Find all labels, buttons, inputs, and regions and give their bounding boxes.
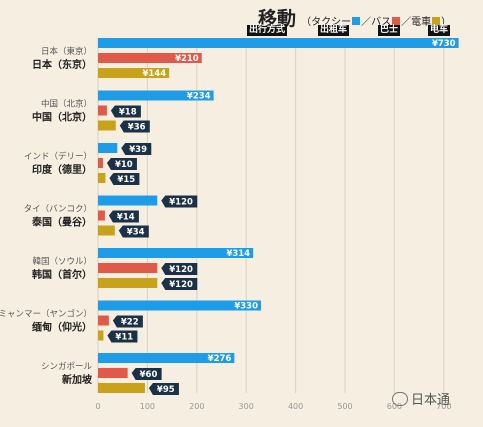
x-tick-label: 300	[239, 402, 254, 411]
title-bus: ／バス	[361, 17, 392, 28]
bar	[98, 38, 459, 48]
data-label: ¥314	[226, 249, 250, 259]
category-label-cn: 日本（东京）	[32, 58, 92, 71]
bar	[98, 143, 118, 153]
data-label: ¥120	[169, 280, 193, 290]
data-label: ¥60	[140, 370, 158, 380]
category-label-ja: 中国（北京）	[41, 99, 92, 110]
data-label: ¥34	[127, 228, 145, 238]
category-label-cn: 韩国（首尔）	[32, 268, 92, 281]
data-label-tag	[161, 263, 198, 275]
data-label: ¥11	[115, 333, 133, 343]
bar	[98, 120, 116, 131]
category-label-cn: 中国（北京）	[32, 111, 92, 124]
data-label-tag	[107, 330, 138, 343]
bar	[98, 383, 145, 393]
cn-train-tag: 电车	[428, 25, 451, 36]
data-label: ¥14	[117, 213, 135, 223]
bar	[98, 195, 158, 206]
data-label-tag	[109, 173, 140, 185]
x-tick-label: 100	[140, 402, 155, 411]
title-main: 移動	[258, 8, 297, 30]
bar	[98, 173, 106, 183]
data-label-tag	[108, 210, 139, 223]
bar	[98, 278, 158, 288]
data-label: ¥39	[129, 145, 147, 155]
bar	[98, 158, 103, 168]
bar	[98, 210, 105, 221]
category-label-ja: インド（デリー）	[24, 151, 92, 162]
bar	[98, 263, 158, 273]
watermark: 日本通	[392, 389, 450, 408]
bar	[98, 353, 235, 363]
data-label: ¥330	[234, 302, 258, 312]
data-label: ¥15	[117, 175, 135, 185]
bar	[98, 68, 170, 78]
bar	[98, 225, 115, 236]
data-label: ¥120	[169, 265, 193, 275]
data-label: ¥95	[157, 385, 175, 395]
data-label: ¥234	[187, 92, 211, 102]
x-tick-label: 0	[95, 402, 100, 411]
title-train: ／電車	[401, 17, 432, 28]
bar	[98, 53, 202, 63]
legend-train-swatch	[432, 17, 441, 25]
data-label: ¥144	[142, 69, 166, 79]
category-label-ja: 韓国（ソウル）	[32, 256, 92, 267]
data-label-tag	[106, 158, 137, 170]
data-label: ¥120	[169, 198, 193, 208]
bar	[98, 90, 214, 101]
title-taxi: （タクシー	[301, 17, 352, 28]
bar	[98, 248, 254, 258]
data-label-tag	[110, 105, 141, 118]
data-label: ¥210	[175, 54, 199, 64]
category-label-cn: 泰国（曼谷）	[31, 216, 92, 229]
cn-taxi-tag: 出租车	[318, 25, 350, 36]
data-label-tag	[161, 195, 198, 208]
category-label-ja: ミャンマー（ヤンゴン）	[0, 309, 92, 320]
category-label-cn: 新加坡	[62, 373, 93, 386]
data-label: ¥22	[121, 318, 139, 328]
bar	[98, 300, 262, 311]
data-label: ¥18	[119, 108, 137, 118]
category-label-ja: 日本（東京）	[41, 46, 92, 57]
data-label-tag	[112, 315, 143, 328]
bar	[98, 368, 128, 378]
category-label-ja: タイ（バンコク）	[24, 204, 92, 215]
x-tick-label: 400	[288, 402, 303, 411]
cn-bus-tag: 巴士	[378, 25, 401, 36]
x-tick-label: 200	[189, 402, 204, 411]
data-label: ¥10	[115, 160, 133, 170]
data-label-tag	[148, 383, 179, 395]
data-label-tag	[119, 120, 150, 133]
legend-taxi-swatch	[352, 17, 361, 25]
data-label-tag	[121, 143, 152, 155]
data-label: ¥36	[128, 123, 146, 133]
x-tick-label: 700	[436, 402, 451, 411]
bar	[98, 315, 109, 326]
watermark-text: 日本通	[411, 393, 451, 408]
category-label-cn: 缅甸（仰光）	[32, 321, 92, 334]
bar	[98, 105, 107, 116]
data-label-tag	[161, 278, 198, 290]
x-tick-label: 500	[337, 402, 352, 411]
data-label: ¥276	[208, 354, 232, 364]
title-close: ）	[441, 17, 452, 28]
data-label-tag	[131, 368, 162, 380]
data-label: ¥730	[432, 39, 456, 49]
legend-bus-swatch	[392, 17, 401, 25]
category-label-ja: シンガポール	[41, 361, 93, 372]
category-label-cn: 印度（德里）	[32, 163, 92, 176]
bar	[98, 330, 104, 341]
data-label-tag	[118, 225, 149, 238]
cn-title-tag: 出行方式	[247, 25, 288, 36]
wechat-icon	[392, 392, 408, 406]
x-tick-label: 600	[387, 402, 402, 411]
chart-title: 移動 （タクシー ／バス ／電車 ）	[258, 4, 451, 31]
